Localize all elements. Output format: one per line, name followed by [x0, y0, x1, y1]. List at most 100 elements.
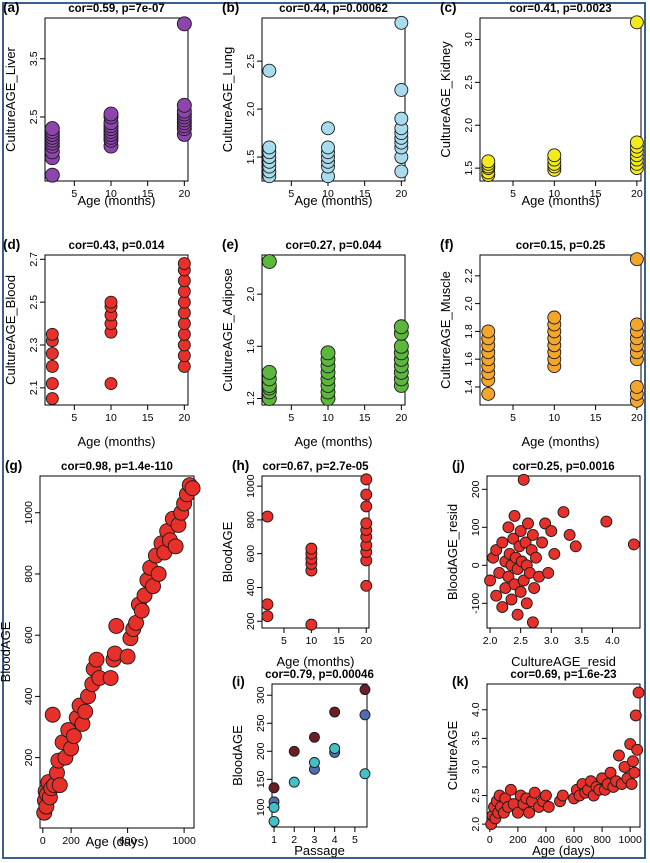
x-axis-label: Age (days): [86, 834, 149, 849]
panel-letter: (f): [440, 237, 454, 252]
data-point: [45, 327, 59, 341]
data-point: [612, 749, 625, 762]
data-point: [359, 684, 371, 696]
y-tick-label: 4.0: [470, 702, 482, 717]
data-point: [625, 778, 638, 791]
data-point: [360, 473, 373, 486]
data-point: [629, 135, 644, 150]
x-axis-label: Age (months): [276, 654, 354, 669]
x-tick-label: 3.5: [575, 635, 590, 647]
y-tick-label: 2.0: [463, 118, 475, 133]
data-point: [526, 616, 539, 629]
data-point: [308, 731, 320, 743]
panel-letter: (e): [222, 237, 239, 252]
x-tick-label: 4.0: [605, 635, 620, 647]
y-axis-label: BloodAGE: [230, 725, 245, 786]
data-point: [329, 706, 341, 718]
y-tick-label: 1.5: [245, 150, 257, 165]
y-tick-label: 200: [470, 480, 482, 498]
data-point: [104, 295, 118, 309]
data-point: [514, 585, 527, 598]
y-tick-label: 2.5: [28, 110, 40, 125]
y-tick-label: 150: [255, 770, 267, 788]
x-tick-label: 800: [593, 834, 611, 846]
data-point: [177, 284, 191, 298]
data-point: [321, 140, 335, 155]
y-tick-label: 1.5: [463, 161, 475, 176]
x-tick-label: 20: [178, 412, 190, 424]
y-tick-label: 2.0: [245, 287, 257, 302]
x-tick-label: 10: [105, 412, 117, 424]
plot-area-border: [271, 683, 368, 828]
data-point: [45, 392, 59, 406]
x-tick-label: 3: [312, 834, 318, 846]
data-point: [288, 776, 300, 788]
y-axis-label: CultureAGE_Kidney: [438, 41, 453, 158]
y-axis-label: CultureAGE_Adipose: [220, 268, 235, 392]
x-axis-label: CultureAGE_resid: [511, 654, 616, 669]
x-tick-label: 15: [142, 188, 154, 200]
data-point: [288, 745, 300, 757]
data-point: [102, 670, 119, 686]
y-tick-label: 2.1: [28, 380, 40, 395]
y-tick-label: 2.0: [245, 102, 257, 117]
data-point: [520, 597, 533, 610]
data-point: [360, 579, 373, 592]
data-point: [481, 154, 496, 169]
data-point: [526, 528, 539, 541]
data-point: [308, 757, 320, 768]
x-tick-label: 15: [590, 188, 602, 200]
data-point: [632, 686, 645, 699]
data-point: [502, 521, 515, 534]
data-point: [150, 565, 167, 582]
x-tick-label: 200: [62, 835, 80, 847]
data-point: [504, 783, 517, 796]
x-tick-label: 2.0: [483, 635, 498, 647]
x-axis-label: Age (months): [77, 193, 155, 208]
x-tick-label: 1000: [172, 835, 196, 847]
x-tick-label: 20: [360, 635, 372, 647]
data-point: [177, 327, 191, 341]
data-point: [44, 167, 60, 183]
x-tick-label: 200: [509, 834, 527, 846]
data-point: [545, 525, 558, 538]
panel-letter: (a): [3, 0, 20, 15]
data-point: [528, 582, 541, 595]
x-tick-label: 5: [352, 834, 358, 846]
y-axis-label: BloodAGE: [220, 521, 235, 582]
y-tick-label: 200: [255, 742, 267, 760]
y-axis-label: CultureAGE: [445, 720, 460, 790]
data-point: [119, 648, 136, 665]
chart-title: cor=0.98, p=1.4e-110: [61, 461, 173, 473]
data-point: [77, 703, 94, 720]
data-point: [604, 766, 617, 779]
data-point: [88, 651, 105, 668]
y-tick-label: 600: [245, 545, 257, 563]
data-point: [268, 782, 280, 794]
x-tick-label: 0: [40, 835, 46, 847]
chart-panel-b: (b) cor=0.44, p=0.00062 5 10 15 20 1.5 2.0 2.5 Ag…: [220, 0, 409, 208]
y-tick-label: 2.0: [470, 817, 482, 832]
chart-panel-e: (e) cor=0.27, p=0.044 5 10 15 20 1.2 1.6 2.0 Age …: [220, 237, 409, 449]
data-point: [508, 509, 521, 522]
data-point: [177, 274, 191, 288]
chart-panel-a: (a) cor=0.59, p=7e-07 5 10 15 20 2.5 3.5 Age (mo…: [3, 0, 192, 208]
data-point: [523, 806, 536, 819]
y-tick-label: 2.5: [463, 75, 475, 90]
x-tick-label: 15: [333, 635, 345, 647]
plot-area-border: [486, 683, 641, 828]
y-tick-label: 3.5: [470, 731, 482, 746]
chart-title: cor=0.69, p=1.6e-23: [510, 669, 616, 681]
panel-letter: (h): [232, 458, 249, 473]
chart-title: cor=0.59, p=7e-07: [68, 3, 165, 15]
data-point: [262, 63, 277, 78]
y-axis-label: CultureAGE_Muscle: [438, 271, 453, 389]
data-point: [360, 517, 373, 530]
y-tick-label: 2.7: [28, 252, 40, 267]
data-point: [629, 709, 642, 722]
x-tick-label: 5: [510, 412, 516, 424]
chart-title: cor=0.15, p=0.25: [516, 240, 606, 252]
chart-title: cor=0.25, p=0.0016: [512, 461, 614, 473]
data-point: [393, 319, 409, 335]
